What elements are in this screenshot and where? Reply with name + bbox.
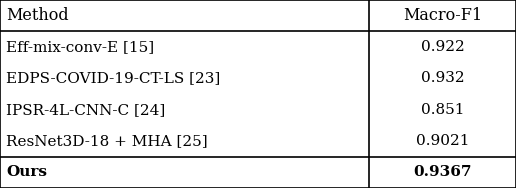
Text: 0.922: 0.922 [421, 40, 464, 54]
Text: 0.851: 0.851 [421, 103, 464, 117]
Text: Macro-F1: Macro-F1 [403, 7, 482, 24]
Text: 0.932: 0.932 [421, 71, 464, 85]
Text: Eff-mix-conv-E [15]: Eff-mix-conv-E [15] [6, 40, 154, 54]
Text: 0.9367: 0.9367 [413, 165, 472, 179]
Text: 0.9021: 0.9021 [416, 134, 469, 148]
Text: Method: Method [6, 7, 69, 24]
Text: EDPS-COVID-19-CT-LS [23]: EDPS-COVID-19-CT-LS [23] [6, 71, 220, 85]
Text: ResNet3D-18 + MHA [25]: ResNet3D-18 + MHA [25] [6, 134, 208, 148]
Text: IPSR-4L-CNN-C [24]: IPSR-4L-CNN-C [24] [6, 103, 166, 117]
Text: Ours: Ours [6, 165, 47, 179]
